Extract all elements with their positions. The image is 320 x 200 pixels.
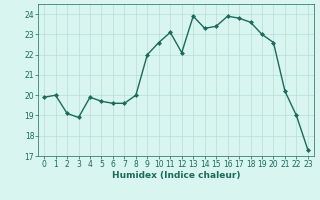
X-axis label: Humidex (Indice chaleur): Humidex (Indice chaleur) bbox=[112, 171, 240, 180]
